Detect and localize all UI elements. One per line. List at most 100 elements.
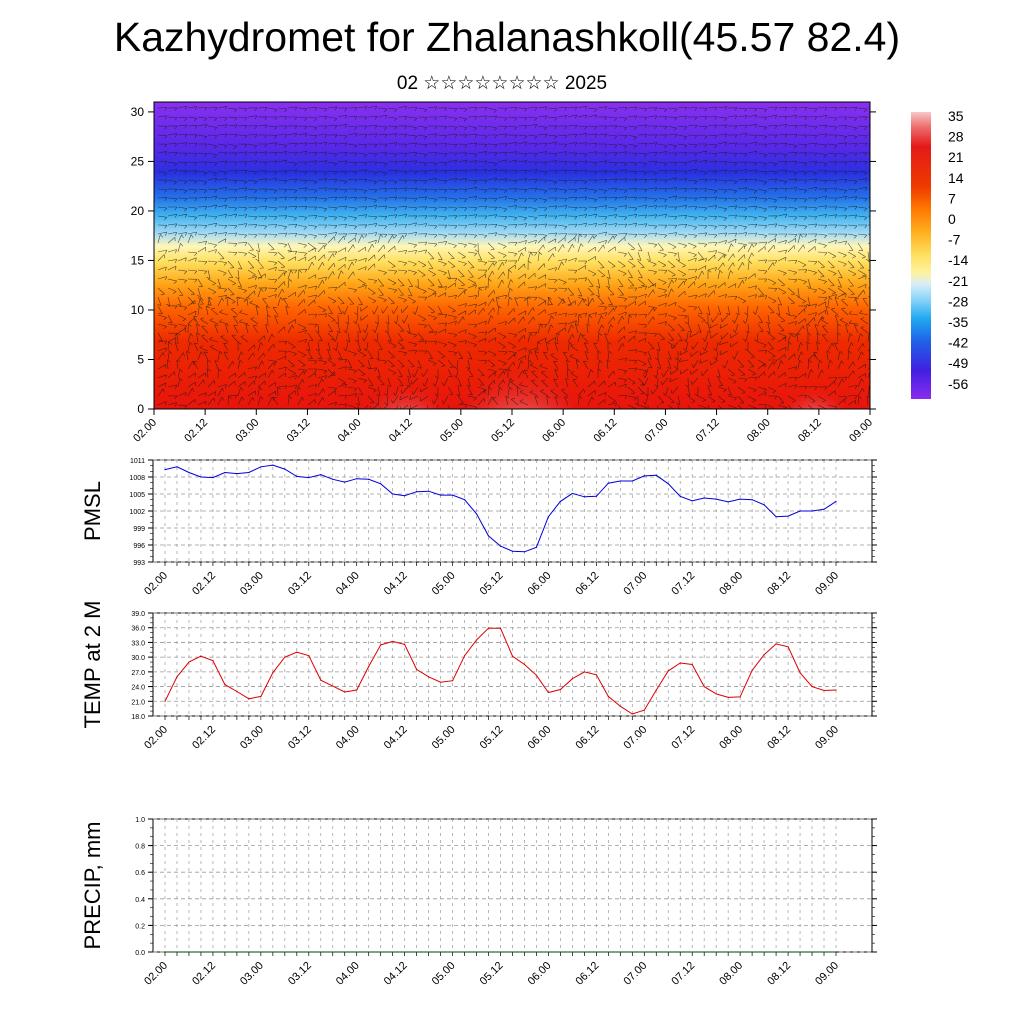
vs-x-tick-label: 06.00 bbox=[540, 417, 568, 445]
temp-y-tick-label: 33.0 bbox=[131, 640, 145, 647]
precip-x-tick-label: 09.00 bbox=[813, 960, 841, 988]
vs-x-tick-label: 03.00 bbox=[233, 417, 261, 445]
temp-point bbox=[739, 696, 741, 698]
pmsl-x-tick-label: 05.12 bbox=[478, 570, 506, 598]
precip-x-tick-label: 04.12 bbox=[382, 960, 410, 988]
temp-point bbox=[643, 709, 645, 711]
pmsl-point bbox=[727, 501, 729, 503]
temp-point bbox=[595, 674, 597, 676]
temp-point bbox=[272, 672, 274, 674]
pmsl-x-tick-label: 08.12 bbox=[765, 570, 793, 598]
temp-point bbox=[835, 689, 837, 691]
temp-panel: 39.0 36.0 33.0 30.0 27.0 24.0 21.0 18.0 02.00 02.… bbox=[80, 601, 877, 752]
pmsl-x-tick-label: 04.00 bbox=[334, 570, 362, 598]
temp-x-tick-label: 07.00 bbox=[621, 724, 649, 752]
pmsl-point bbox=[344, 481, 346, 483]
chart-title: Kazhydromet for Zhalanashkoll(45.57 82.4… bbox=[113, 14, 901, 60]
temp-point bbox=[416, 668, 418, 671]
precip-x-tick-label: 03.00 bbox=[238, 960, 266, 988]
pmsl-point bbox=[775, 516, 777, 518]
pmsl-x-tick-label: 09.00 bbox=[813, 570, 841, 598]
precip-x-tick-label: 07.12 bbox=[669, 960, 697, 988]
precip-x-tick-label: 02.12 bbox=[190, 960, 218, 988]
temp-point bbox=[224, 684, 226, 686]
wind-barbs bbox=[157, 105, 870, 409]
pmsl-x-tick-label: 02.00 bbox=[142, 570, 170, 598]
temp-point bbox=[547, 691, 550, 694]
pmsl-y-tick-label: 996 bbox=[133, 543, 145, 550]
temp-x-tick-label: 04.12 bbox=[382, 724, 410, 752]
pmsl-point bbox=[308, 476, 310, 479]
temp-x-tick-label: 02.12 bbox=[190, 724, 218, 752]
pmsl-point bbox=[260, 466, 262, 468]
temp-point bbox=[200, 655, 202, 657]
vs-x-tick-label: 09.00 bbox=[847, 417, 875, 445]
temp-x-tick-label: 03.12 bbox=[286, 724, 314, 752]
colorbar-label: 35 bbox=[948, 108, 964, 124]
pmsl-point bbox=[296, 475, 298, 478]
pmsl-point bbox=[499, 545, 502, 547]
pmsl-panel: 1011 1008 1005 1002 999 996 993 02.00 02.12 03.00… bbox=[80, 458, 877, 598]
precip-ylabel: PRECIP, mm bbox=[80, 822, 105, 950]
temp-point bbox=[607, 695, 609, 697]
temp-point bbox=[775, 643, 777, 645]
temp-x-tick-label: 06.12 bbox=[574, 724, 602, 752]
pmsl-point bbox=[439, 494, 442, 496]
temp-point bbox=[212, 659, 214, 662]
pmsl-y-tick-label: 1002 bbox=[129, 509, 145, 516]
precip-x-tick-label: 06.12 bbox=[574, 960, 602, 988]
temp-point bbox=[511, 655, 514, 657]
colorbar-label: 7 bbox=[948, 190, 956, 206]
temp-point bbox=[523, 663, 526, 666]
pmsl-point bbox=[164, 469, 166, 471]
pmsl-point bbox=[703, 497, 705, 499]
vs-y-tick-label: 25 bbox=[131, 154, 145, 168]
pmsl-point bbox=[392, 493, 394, 495]
pmsl-x-tick-label: 06.00 bbox=[526, 570, 554, 598]
pmsl-point bbox=[559, 500, 562, 502]
vs-x-tick-label: 04.00 bbox=[336, 417, 364, 445]
pmsl-point bbox=[751, 499, 753, 501]
temp-point bbox=[248, 698, 250, 700]
colorbar-labels: 35 28 21 14 7 0 -7 -14 -21 -28 -35 -42 -49 -56 bbox=[948, 108, 968, 392]
vs-y-tick-label: 15 bbox=[131, 253, 145, 267]
temp-point bbox=[188, 661, 190, 663]
temp-x-tick-label: 08.00 bbox=[717, 724, 745, 752]
pmsl-point bbox=[535, 546, 538, 548]
pmsl-point bbox=[176, 466, 178, 468]
pmsl-point bbox=[404, 495, 406, 497]
temp-point bbox=[691, 663, 693, 666]
precip-y-tick-label: 1.0 bbox=[135, 817, 145, 824]
colorbar-label: -42 bbox=[948, 335, 968, 351]
chart-subtitle: 02 ☆☆☆☆☆☆☆☆ 2025 bbox=[396, 73, 608, 94]
pmsl-point bbox=[655, 474, 657, 476]
vs-x-tick-label: 02.00 bbox=[131, 417, 159, 445]
temp-x-tick-label: 02.00 bbox=[142, 724, 170, 752]
temp-y-tick-label: 18.0 bbox=[131, 714, 145, 721]
colorbar-label: -14 bbox=[948, 252, 968, 268]
temp-point bbox=[499, 627, 502, 629]
pmsl-point bbox=[787, 515, 789, 517]
temp-point bbox=[404, 643, 406, 645]
pmsl-point bbox=[284, 468, 286, 470]
pmsl-point bbox=[224, 471, 226, 474]
pmsl-point bbox=[212, 476, 214, 479]
vertical-section-panel: 0 5 10 15 20 25 30 02.00 02.12 03.00 03.12 04.00 04… bbox=[131, 101, 876, 445]
vs-x-tick-label: 05.12 bbox=[489, 417, 517, 445]
pmsl-point bbox=[583, 496, 585, 498]
pmsl-point bbox=[487, 535, 490, 537]
pmsl-x-tick-label: 05.00 bbox=[430, 570, 458, 598]
precip-point bbox=[164, 951, 166, 953]
pmsl-x-tick-label: 04.12 bbox=[382, 570, 410, 598]
precip-panel: 1.0 0.8 0.6 0.4 0.2 0.0 02.00 02.12 03.00 03.12 04… bbox=[80, 817, 877, 988]
temp-point bbox=[176, 676, 178, 678]
precip-y-tick-label: 0.4 bbox=[135, 897, 145, 904]
pmsl-point bbox=[715, 498, 717, 500]
vs-x-tick-label: 08.00 bbox=[745, 417, 773, 445]
pmsl-point bbox=[320, 474, 322, 476]
temp-point bbox=[164, 700, 166, 702]
precip-point bbox=[835, 951, 837, 953]
pmsl-y-tick-label: 1005 bbox=[129, 492, 145, 499]
pmsl-point bbox=[631, 480, 633, 482]
precip-y-tick-label: 0.2 bbox=[135, 923, 145, 930]
